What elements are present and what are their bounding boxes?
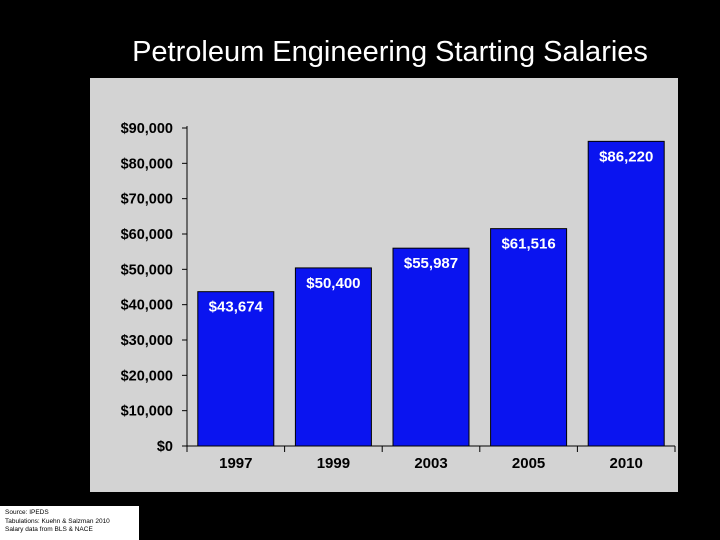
- y-tick-label: $70,000: [121, 192, 173, 208]
- y-tick-label: $40,000: [121, 298, 173, 314]
- y-tick-label: $0: [157, 439, 173, 455]
- bar-value-label: $61,516: [501, 236, 555, 253]
- x-axis-category-labels: 1997 1999 2003 2005 2010: [219, 455, 643, 472]
- x-category-label: 1997: [219, 455, 252, 472]
- bar-value-label: $55,987: [404, 255, 458, 272]
- x-category-label: 2003: [414, 455, 447, 472]
- bar: [197, 291, 275, 447]
- source-line: Tabulations: Kuehn & Salzman 2010: [5, 517, 110, 525]
- bar-value-label: $86,220: [599, 148, 653, 165]
- y-tick-label: $30,000: [121, 333, 173, 349]
- y-tick-label: $60,000: [121, 227, 173, 243]
- bar: [587, 140, 665, 447]
- bar: [294, 267, 372, 447]
- y-tick-label: $90,000: [121, 121, 173, 137]
- bar-value-label: $50,400: [306, 275, 360, 292]
- x-category-label: 1999: [317, 455, 350, 472]
- y-tick-label: $80,000: [121, 156, 173, 172]
- x-category-label: 2005: [512, 455, 545, 472]
- y-axis-tick-labels: $0 $10,000 $20,000 $30,000 $40,000 $50,000 $60…: [121, 121, 173, 455]
- chart-panel: $0 $10,000 $20,000 $30,000 $40,000 $50,000 $60…: [90, 78, 678, 492]
- bar: [392, 247, 470, 447]
- bar-value-label: $43,674: [209, 299, 264, 316]
- chart-title: Petroleum Engineering Starting Salaries: [132, 36, 648, 68]
- source-note: Source: IPEDS Tabulations: Kuehn & Salzm…: [0, 506, 139, 540]
- x-category-label: 2010: [610, 455, 643, 472]
- bars: [197, 140, 665, 447]
- y-tick-label: $10,000: [121, 404, 173, 420]
- bar-chart: $0 $10,000 $20,000 $30,000 $40,000 $50,000 $60…: [121, 121, 676, 472]
- y-tick-label: $50,000: [121, 262, 173, 278]
- bar: [490, 228, 568, 447]
- source-line: Salary data from BLS & NACE: [5, 526, 93, 533]
- axes: [182, 126, 676, 452]
- source-line: Source: IPEDS: [5, 509, 49, 516]
- y-tick-label: $20,000: [121, 368, 173, 384]
- data-labels: $43,674 $50,400 $55,987 $61,516 $86,220: [209, 148, 654, 315]
